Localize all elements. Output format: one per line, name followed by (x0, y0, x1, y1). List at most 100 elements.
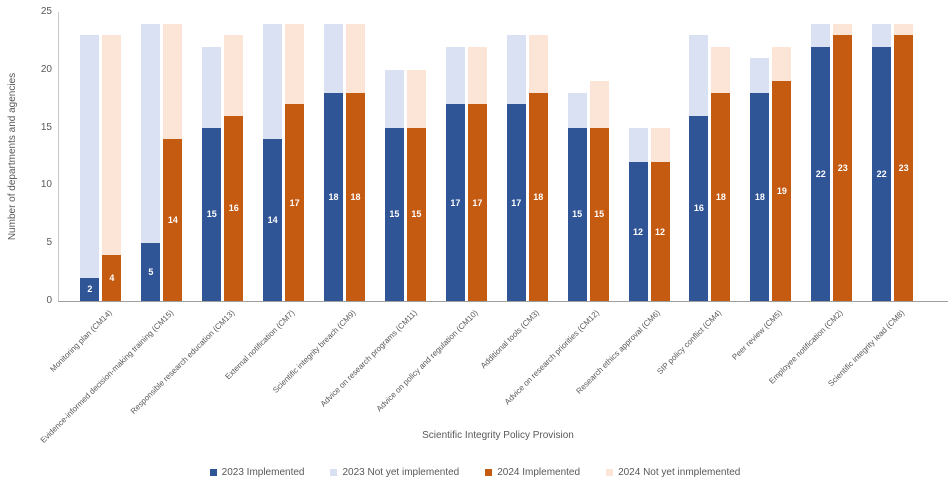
legend-swatch-icon (330, 469, 338, 476)
bar-2023: 17 (445, 46, 465, 301)
bar-segment-implemented: 18 (324, 92, 344, 301)
bar-value-label: 14 (267, 215, 278, 226)
bar-2023: 15 (567, 92, 587, 301)
legend-item: 2023 Not yet implemented (330, 467, 459, 478)
bar-2023: 18 (750, 58, 770, 301)
bar-segment-not-yet-implemented (263, 23, 283, 140)
bar-value-label: 15 (206, 209, 217, 220)
bar-segment-implemented: 16 (224, 116, 244, 301)
bar-value-label: 4 (109, 272, 115, 283)
bar-segment-not-yet-implemented (894, 23, 914, 36)
bar-2023: 15 (384, 69, 404, 301)
bar-value-label: 17 (289, 197, 300, 208)
bar-2023: 14 (263, 23, 283, 301)
bar-2023: 18 (324, 23, 344, 301)
bar-value-label: 17 (450, 197, 461, 208)
bar-segment-not-yet-implemented (467, 46, 487, 105)
bar-segment-implemented: 23 (833, 35, 853, 301)
bar-segment-not-yet-implemented (650, 127, 670, 163)
bar-segment-not-yet-implemented (689, 35, 709, 117)
bar-segment-implemented: 18 (711, 92, 731, 301)
bar-value-label: 12 (633, 226, 644, 237)
bar-value-label: 15 (389, 209, 400, 220)
bar-value-label: 18 (754, 191, 765, 202)
bar-segment-not-yet-implemented (567, 92, 587, 128)
bar-segment-not-yet-implemented (628, 127, 648, 163)
bar-value-label: 18 (350, 191, 361, 202)
x-category-label-text: Advice on research programs (CM11) (318, 308, 419, 409)
bar-value-label: 2 (87, 284, 93, 295)
bar-segment-implemented: 15 (202, 127, 222, 301)
bar-2024: 23 (894, 23, 914, 301)
bar-value-label: 16 (228, 203, 239, 214)
bar-segment-implemented: 22 (811, 46, 831, 301)
legend-label: 2023 Not yet implemented (342, 467, 460, 478)
bar-2024: 18 (711, 46, 731, 301)
bar-segment-implemented: 17 (506, 104, 526, 301)
bar-segment-implemented: 15 (589, 127, 609, 301)
legend-label: 2024 Implemented (497, 467, 581, 478)
x-category-label-text: Responsible research education (CM13) (128, 308, 236, 416)
bar-segment-not-yet-implemented (833, 23, 853, 36)
bar-segment-implemented: 17 (285, 104, 305, 301)
bar-segment-implemented: 23 (894, 35, 914, 301)
bar-value-label: 16 (693, 203, 704, 214)
bar-value-label: 17 (511, 197, 522, 208)
bar-value-label: 15 (411, 209, 422, 220)
legend: 2023 Implemented 2023 Not yet implemented… (0, 467, 950, 478)
bar-segment-not-yet-implemented (711, 46, 731, 93)
bar-segment-not-yet-implemented (811, 23, 831, 47)
bar-segment-implemented: 4 (102, 254, 122, 301)
bar-segment-not-yet-implemented (202, 46, 222, 128)
bar-segment-implemented: 12 (650, 162, 670, 301)
bar-segment-not-yet-implemented (102, 35, 122, 255)
bar-segment-implemented: 18 (528, 92, 548, 301)
x-category-label-text: Peer review (CM5) (730, 308, 785, 362)
y-tick-label: 0 (46, 295, 52, 306)
legend-swatch-icon (485, 469, 493, 476)
bar-value-label: 14 (167, 215, 178, 226)
bar-2024: 12 (650, 127, 670, 301)
bar-segment-not-yet-implemented (346, 23, 366, 93)
bar-segment-not-yet-implemented (589, 81, 609, 128)
bar-segment-implemented: 15 (406, 127, 426, 301)
bar-2024: 17 (285, 23, 305, 301)
bar-segment-not-yet-implemented (80, 35, 100, 278)
bar-2024: 14 (163, 23, 183, 301)
bar-segment-not-yet-implemented (750, 58, 770, 93)
y-tick-label: 5 (46, 237, 52, 249)
y-tick-label: 20 (40, 63, 52, 75)
bar-segment-implemented: 15 (567, 127, 587, 301)
bar-segment-implemented: 16 (689, 116, 709, 301)
bar-segment-not-yet-implemented (163, 23, 183, 140)
bar-segment-implemented: 19 (772, 81, 792, 301)
bar-value-label: 15 (594, 209, 605, 220)
bar-segment-not-yet-implemented (772, 46, 792, 82)
bar-value-label: 18 (533, 191, 544, 202)
bar-2023: 17 (506, 35, 526, 301)
legend-swatch-icon (209, 469, 217, 476)
bar-segment-not-yet-implemented (445, 46, 465, 105)
legend-item: 2024 Implemented (485, 467, 580, 478)
y-tick-label: 10 (40, 179, 52, 191)
legend-label: 2024 Not yet inmplemented (618, 467, 741, 478)
bar-2024: 23 (833, 23, 853, 301)
bar-2024: 15 (589, 81, 609, 301)
bar-segment-implemented: 17 (467, 104, 487, 301)
bar-2023: 5 (141, 23, 161, 301)
bar-value-label: 17 (472, 197, 483, 208)
bar-segment-implemented: 15 (384, 127, 404, 301)
bar-segment-implemented: 14 (263, 139, 283, 301)
bar-segment-implemented: 2 (80, 277, 100, 301)
bar-value-label: 15 (572, 209, 583, 220)
x-category-label-text: External notification (CM7) (223, 308, 297, 382)
bar-segment-not-yet-implemented (872, 23, 892, 47)
bar-segment-implemented: 14 (163, 139, 183, 301)
bar-segment-not-yet-implemented (506, 35, 526, 105)
x-category-label-text: Additional tools (CM3) (478, 308, 541, 371)
legend-item: 2024 Not yet inmplemented (606, 467, 740, 478)
x-category-label-text: Evidence-informed decision-making traini… (38, 308, 176, 445)
bar-2023: 22 (811, 23, 831, 301)
